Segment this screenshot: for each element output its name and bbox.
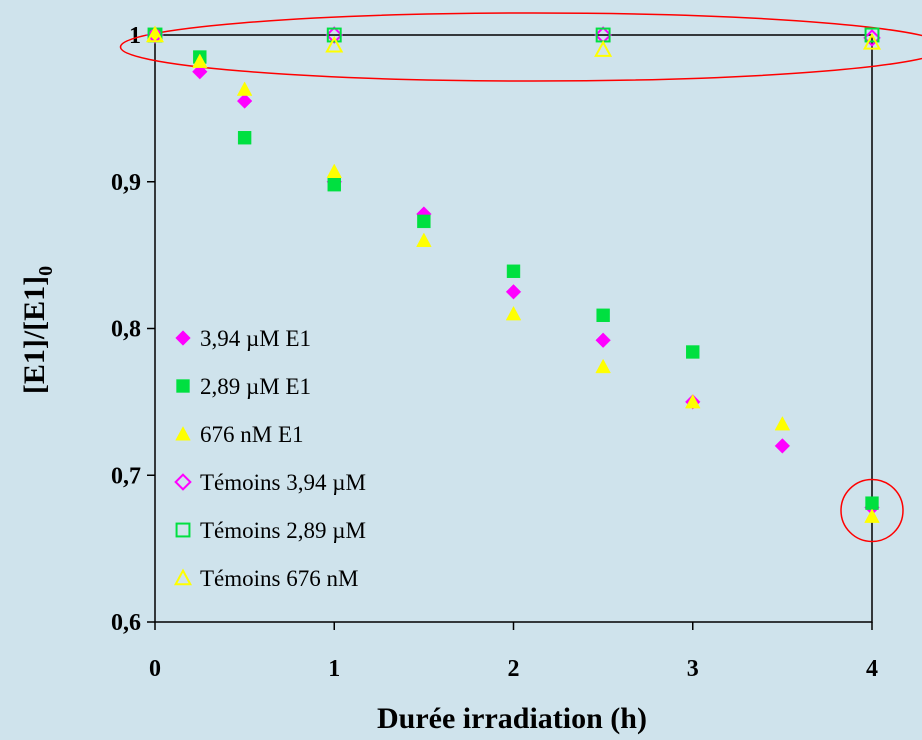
- data-point: [327, 38, 342, 52]
- y-axis-title: [E1]/[E1]0: [18, 266, 57, 394]
- x-tick-label: 1: [328, 656, 340, 682]
- series-4: [148, 28, 880, 46]
- y-tick-label: 0,9: [111, 170, 141, 196]
- data-point: [865, 509, 880, 523]
- legend-marker: [177, 380, 190, 393]
- y-tick-label: 0,6: [111, 610, 141, 636]
- legend-label: Témoins 2,89 µM: [200, 518, 366, 543]
- highlight-ellipse: [121, 13, 922, 81]
- y-axis-title-main: [E1]/[E1]: [18, 276, 51, 394]
- x-tick-label: 0: [149, 656, 161, 682]
- x-tick-label: 4: [866, 656, 878, 682]
- data-point: [596, 359, 611, 373]
- legend-label: 2,89 µM E1: [200, 374, 311, 399]
- data-point: [686, 346, 699, 359]
- data-point: [237, 94, 252, 109]
- legend-label: 3,94 µM E1: [200, 326, 311, 351]
- data-point: [506, 306, 521, 320]
- data-point: [596, 333, 611, 348]
- legend-label: Témoins 3,94 µM: [200, 470, 366, 495]
- y-tick-label: 0,8: [111, 317, 141, 343]
- data-point: [597, 309, 610, 322]
- data-point: [328, 178, 341, 191]
- y-tick-label: 0,7: [111, 463, 141, 489]
- data-point: [417, 233, 432, 247]
- legend-marker: [177, 524, 190, 537]
- legend-marker: [176, 475, 191, 490]
- data-point: [775, 439, 790, 454]
- series-6: [148, 28, 880, 56]
- data-point: [327, 164, 342, 178]
- data-point: [507, 265, 520, 278]
- data-point: [866, 497, 879, 510]
- legend-label: Témoins 676 nM: [200, 566, 358, 591]
- legend-label: 676 nM E1: [200, 422, 304, 447]
- data-point: [596, 42, 611, 56]
- legend-marker: [176, 571, 191, 585]
- data-point: [238, 131, 251, 144]
- data-point: [417, 215, 430, 228]
- y-axis-title-subscript: 0: [35, 266, 57, 276]
- data-point: [506, 284, 521, 299]
- data-point: [775, 417, 790, 431]
- x-axis-title: Durée irradiation (h): [377, 702, 647, 735]
- legend-marker: [176, 331, 191, 346]
- data-point: [237, 82, 252, 96]
- x-tick-label: 3: [687, 656, 699, 682]
- legend-marker: [176, 427, 191, 441]
- marks-layer: [148, 28, 880, 523]
- x-tick-label: 2: [508, 656, 520, 682]
- legend: 3,94 µM E1 2,89 µM E1 676 nM E1 Témoins 3,9…: [176, 326, 366, 591]
